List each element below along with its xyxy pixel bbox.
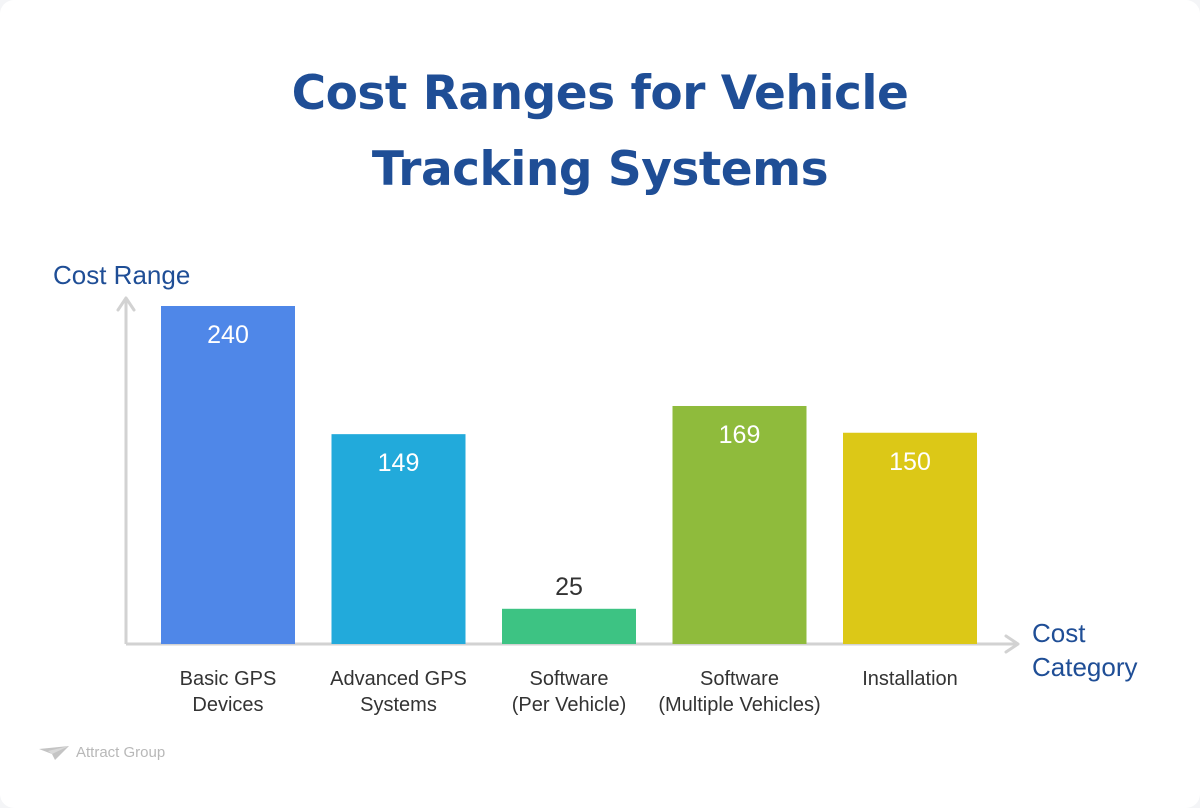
chart-title: Cost Ranges for Vehicle Tracking Systems [0, 56, 1200, 208]
x-axis-title-line: Cost [1032, 618, 1086, 648]
bar [161, 306, 295, 644]
category-label: (Multiple Vehicles) [658, 694, 820, 716]
bar-value-label: 25 [555, 573, 583, 601]
x-axis-arrow-icon [1004, 634, 1020, 654]
category-label: Basic GPS [180, 668, 277, 690]
bar [331, 434, 466, 644]
y-axis-title: Cost Range [53, 260, 190, 290]
bar [843, 432, 977, 644]
bar-value-label: 169 [719, 421, 761, 449]
bar-value-label: 240 [207, 321, 249, 349]
category-label: (Per Vehicle) [512, 694, 627, 716]
category-label: Advanced GPS [330, 668, 467, 690]
bar [672, 405, 807, 644]
bar-value-label: 150 [889, 448, 931, 476]
category-label: Devices [192, 694, 263, 716]
chart-title-line-1: Cost Ranges for Vehicle [291, 66, 909, 121]
y-axis-arrow-icon [116, 296, 136, 312]
category-label: Software [530, 668, 609, 690]
bar-value-label: 149 [378, 449, 420, 477]
category-label: Systems [360, 694, 437, 716]
x-axis-title-line: Category [1032, 652, 1138, 682]
bar [502, 608, 636, 644]
category-label: Installation [862, 668, 958, 690]
paper-plane-logo-icon [39, 745, 69, 760]
category-label: Software [700, 668, 779, 690]
watermark-text: Attract Group [76, 744, 166, 761]
watermark: Attract Group [38, 744, 165, 761]
chart-title-line-2: Tracking Systems [371, 142, 829, 197]
